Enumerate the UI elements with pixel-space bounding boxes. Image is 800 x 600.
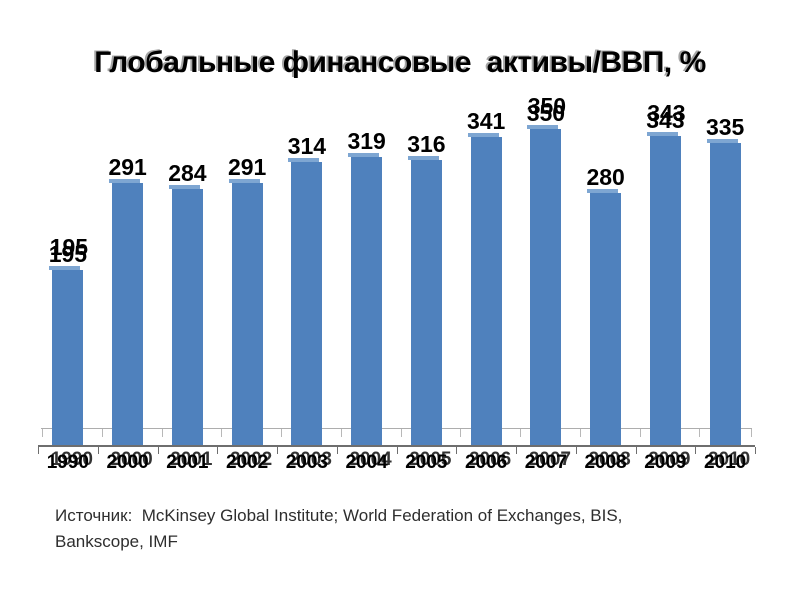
bar-2005 — [407, 156, 442, 446]
bar-value-label: 335 — [705, 114, 745, 140]
bar-value-label: 291 — [108, 154, 147, 180]
x-axis-label: 1990 — [46, 452, 90, 473]
bar-2008 — [587, 189, 622, 446]
x-axis-tick — [575, 447, 577, 454]
bar-2003 — [288, 158, 323, 446]
bar-2002 — [228, 179, 263, 446]
x-axis-ghost-tick — [161, 429, 163, 437]
x-axis-label: 2005 — [405, 452, 448, 473]
x-axis-ghost-line — [41, 428, 752, 429]
x-axis-ghost-tick — [460, 429, 462, 437]
x-axis-tick — [396, 447, 398, 454]
bar-value-label: 350 — [526, 100, 566, 126]
x-axis-tick — [516, 447, 517, 454]
source-line-2: Bankscope, IMF — [55, 532, 178, 551]
bar-2006 — [467, 133, 502, 446]
bar-1990 — [49, 266, 84, 446]
x-axis-label: 2009 — [644, 452, 687, 473]
source-line-1: Источник: McKinsey Global Institute; Wor… — [55, 506, 623, 525]
bar-value-label: 314 — [287, 133, 327, 159]
x-axis-ghost-tick — [751, 429, 752, 437]
bar-2004 — [348, 153, 383, 446]
x-axis-label: 2007 — [524, 452, 568, 473]
x-axis-tick — [97, 447, 99, 454]
source-note: Источник: McKinsey Global Institute; Wor… — [55, 503, 715, 555]
bar-2009 — [646, 132, 681, 446]
x-axis-ghost-tick — [101, 429, 103, 437]
x-axis-tick — [217, 447, 219, 454]
bar-value-label: 316 — [407, 131, 446, 157]
x-axis-label: 2001 — [166, 452, 209, 473]
bar-value-label: 291 — [227, 154, 267, 180]
x-axis-tick — [755, 447, 756, 454]
x-axis-line — [38, 445, 755, 447]
x-axis-label: 2006 — [464, 452, 508, 473]
x-axis-ghost-tick — [42, 429, 43, 437]
bar-value-label: 280 — [586, 164, 625, 190]
x-axis-label: 2004 — [345, 452, 388, 473]
x-axis-tick — [336, 447, 338, 454]
bar-2007 — [527, 125, 562, 446]
bar-2001 — [168, 185, 203, 446]
x-axis-tick — [277, 447, 278, 454]
x-axis-label: 2000 — [106, 452, 149, 473]
x-axis-ghost-tick — [340, 429, 342, 437]
x-axis-ghost-tick — [281, 429, 282, 437]
bar-value-label: 343 — [646, 107, 685, 133]
bar-value-label: 319 — [347, 128, 386, 154]
x-axis-ghost-tick — [400, 429, 402, 437]
x-axis-tick — [157, 447, 159, 454]
x-axis-ghost-tick — [579, 429, 581, 437]
bar-2010 — [706, 139, 741, 446]
x-axis-label: 2003 — [285, 452, 329, 473]
bar-value-label: 341 — [466, 108, 506, 134]
x-axis-ghost-tick — [639, 429, 641, 437]
x-axis-ghost-tick — [520, 429, 521, 437]
x-axis-tick — [635, 447, 637, 454]
x-axis-ghost-tick — [699, 429, 701, 437]
bar-value-label: 284 — [168, 160, 207, 186]
bar-value-label: 195 — [48, 241, 88, 267]
x-axis-tick — [38, 447, 39, 454]
x-axis-label: 2008 — [584, 452, 627, 473]
x-axis-tick — [456, 447, 458, 454]
x-axis-ghost-tick — [221, 429, 223, 437]
x-axis-tick — [695, 447, 697, 454]
chart-title: Глобальные финансовые активы/ВВП, % — [94, 46, 706, 79]
x-axis-label: 2002 — [225, 452, 269, 473]
x-axis-label: 2010 — [703, 452, 747, 473]
bar-2000 — [109, 179, 144, 446]
